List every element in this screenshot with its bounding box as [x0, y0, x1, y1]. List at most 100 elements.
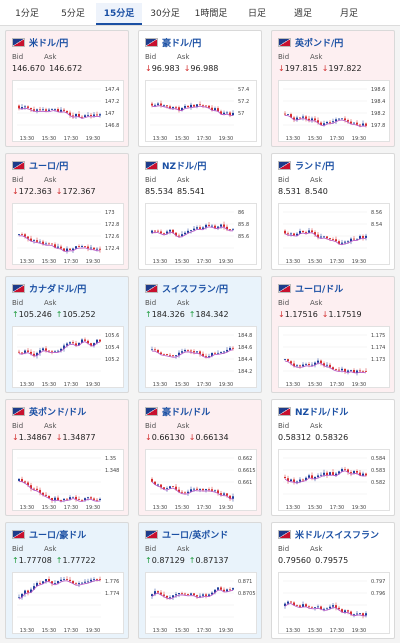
currency-card[interactable]: 米ドル/円 Bid Ask 146.670 146.672 147.4 147.2 147 14… [5, 30, 129, 147]
pair-name[interactable]: ユーロ/円 [29, 161, 69, 172]
pair-name[interactable]: 英ポンド/ドル [29, 407, 87, 418]
candlestick-chart[interactable]: 0.871 0.8705 13:30 15:30 17:30 19:30 [145, 572, 257, 634]
currency-card[interactable]: ユーロ/英ポンド Bid Ask ↑0.87129 ↑0.87137 0.871 0.870… [138, 522, 262, 639]
ask-label: Ask [177, 545, 190, 553]
candle-body [54, 108, 56, 110]
candlestick-chart[interactable]: 147.4 147.2 147 146.8 13:30 15:30 17:30 19:30 [12, 80, 124, 142]
currency-card[interactable]: ユーロ/円 Bid Ask ↓172.363 ↓172.367 173 172.8 172.6… [5, 153, 129, 270]
currency-card[interactable]: NZドル/ドル Bid Ask 0.58312 0.58326 0.584 0.583 0.5… [271, 399, 395, 516]
pair-name[interactable]: スイスフラン/円 [162, 284, 229, 295]
pair-name[interactable]: NZドル/円 [162, 161, 207, 172]
change-arrow-icon: ↓ [188, 433, 196, 442]
candle-body [199, 104, 201, 106]
tab-1[interactable]: 5分足 [61, 9, 85, 19]
tab-2[interactable]: 15分足 [96, 3, 142, 25]
currency-card[interactable]: ランド/円 Bid Ask 8.531 8.540 8.56 8.54 13:30 15:30 1… [271, 153, 395, 270]
candlestick-chart[interactable]: 0.797 0.796 13:30 15:30 17:30 19:30 [278, 572, 390, 634]
pair-name[interactable]: 豪ドル/ドル [162, 407, 211, 418]
candle-body [356, 613, 358, 615]
candle-body [202, 227, 204, 229]
bid-ask-labels: Bid Ask [278, 299, 342, 307]
currency-card[interactable]: 英ポンド/円 Bid Ask ↓197.815 ↓197.822 198.6 198.4 19… [271, 30, 395, 147]
x-tick-label: 15:30 [42, 259, 56, 265]
candle-body [187, 491, 189, 493]
pair-name[interactable]: 英ポンド/円 [295, 38, 344, 49]
candle-body [66, 343, 68, 346]
candle-body [45, 243, 47, 245]
tab-3[interactable]: 30分足 [150, 9, 180, 19]
moving-average-line [18, 107, 101, 119]
candlestick-chart[interactable]: 57.4 57.2 57 13:30 15:30 17:30 19:30 [145, 80, 257, 142]
currency-card[interactable]: ユーロ/豪ドル Bid Ask ↑1.77708 ↑1.77722 1.776 1.774 1… [5, 522, 129, 639]
pair-name[interactable]: ランド/円 [295, 161, 335, 172]
x-tick-label: 17:30 [64, 505, 78, 511]
candlestick-chart[interactable]: 1.776 1.774 13:30 15:30 17:30 19:30 [12, 572, 124, 634]
bid-ask-labels: Bid Ask [145, 299, 209, 307]
candle-body [184, 593, 186, 595]
card-header: 英ポンド/ドル [12, 405, 87, 418]
candle-body [332, 367, 334, 370]
candle-body [196, 104, 198, 107]
currency-card[interactable]: 米ドル/スイスフラン Bid Ask 0.79560 0.79575 0.797 0.796… [271, 522, 395, 639]
candle-body [36, 352, 38, 356]
ask-value: 0.58326 [315, 433, 349, 442]
chart-svg: 173 172.8 172.6 172.4 13:30 15:30 17:30 19:30 [17, 210, 119, 265]
currency-card[interactable]: スイスフラン/円 Bid Ask ↑184.326 ↑184.342 184.8 184.6… [138, 276, 262, 393]
candle-body [87, 497, 89, 499]
candle-body [347, 120, 349, 122]
prices: ↓1.17516 ↓1.17519 [278, 310, 366, 319]
candle-body [196, 227, 198, 229]
currency-card[interactable]: NZドル/円 Bid Ask 85.534 85.541 86 85.8 85.6 13:30 1… [138, 153, 262, 270]
currency-card[interactable]: カナダドル/円 Bid Ask ↑105.246 ↑105.252 105.6 105.4 1… [5, 276, 129, 393]
candle-body [27, 350, 29, 352]
candlestick-chart[interactable]: 173 172.8 172.6 172.4 13:30 15:30 17:30 19:30 [12, 203, 124, 265]
y-tick-label: 1.173 [371, 357, 385, 363]
currency-card[interactable]: 英ポンド/ドル Bid Ask ↓1.34867 ↓1.34877 1.35 1.348 13… [5, 399, 129, 516]
candle-body [214, 225, 216, 228]
pair-name[interactable]: NZドル/ドル [295, 407, 349, 418]
prices: 8.531 8.540 [278, 187, 332, 196]
candlestick-chart[interactable]: 198.6 198.4 198.2 197.8 13:30 15:30 17:30 19:30 [278, 80, 390, 142]
candle-body [87, 340, 89, 344]
candlestick-chart[interactable]: 1.175 1.174 1.173 13:30 15:30 17:30 19:30 [278, 326, 390, 388]
tab-0[interactable]: 1分足 [15, 9, 39, 19]
pair-name[interactable]: 豪ドル/円 [162, 38, 202, 49]
candle-body [353, 122, 355, 124]
pair-name[interactable]: ユーロ/豪ドル [29, 530, 87, 541]
bid-value: 146.670 [12, 64, 46, 73]
candle-body [205, 224, 207, 228]
pair-name[interactable]: ユーロ/英ポンド [162, 530, 229, 541]
pair-name[interactable]: カナダドル/円 [29, 284, 87, 295]
y-tick-label: 0.584 [371, 456, 385, 462]
candle-body [196, 488, 198, 490]
pair-name[interactable]: ユーロ/ドル [295, 284, 344, 295]
candle-body [51, 350, 53, 352]
candle-body [81, 246, 83, 248]
candle-body [27, 482, 29, 486]
pair-name[interactable]: 米ドル/円 [29, 38, 69, 49]
candlestick-chart[interactable]: 0.662 0.6615 0.661 13:30 15:30 17:30 19:30 [145, 449, 257, 511]
pair-name[interactable]: 米ドル/スイスフラン [295, 530, 380, 541]
x-tick-label: 15:30 [308, 136, 322, 142]
candlestick-chart[interactable]: 86 85.8 85.6 13:30 15:30 17:30 19:30 [145, 203, 257, 265]
candle-body [217, 108, 219, 112]
candle-body [96, 339, 98, 344]
x-tick-label: 13:30 [286, 259, 300, 265]
candle-body [72, 496, 74, 498]
currency-card[interactable]: ユーロ/ドル Bid Ask ↓1.17516 ↓1.17519 1.175 1.174 1.… [271, 276, 395, 393]
candle-body [329, 364, 331, 368]
candlestick-chart[interactable]: 1.35 1.348 13:30 15:30 17:30 19:30 [12, 449, 124, 511]
x-tick-label: 13:30 [286, 136, 300, 142]
tab-4[interactable]: 1時間足 [194, 9, 228, 19]
bid-label: Bid [12, 299, 24, 307]
tab-7[interactable]: 月足 [339, 9, 358, 19]
currency-card[interactable]: 豪ドル/円 Bid Ask ↓96.983 ↓96.988 57.4 57.2 57 13:30… [138, 30, 262, 147]
tab-5[interactable]: 日足 [247, 9, 266, 19]
candlestick-chart[interactable]: 0.584 0.583 0.582 13:30 15:30 17:30 19:30 [278, 449, 390, 511]
candle-body [299, 365, 301, 367]
candlestick-chart[interactable]: 105.6 105.4 105.2 13:30 15:30 17:30 19:30 [12, 326, 124, 388]
candlestick-chart[interactable]: 8.56 8.54 13:30 15:30 17:30 19:30 [278, 203, 390, 265]
tab-6[interactable]: 週足 [293, 9, 312, 19]
currency-card[interactable]: 豪ドル/ドル Bid Ask ↓0.66130 ↓0.66134 0.662 0.6615 0… [138, 399, 262, 516]
candlestick-chart[interactable]: 184.8 184.6 184.4 184.2 13:30 15:30 17:30 19:30 [145, 326, 257, 388]
